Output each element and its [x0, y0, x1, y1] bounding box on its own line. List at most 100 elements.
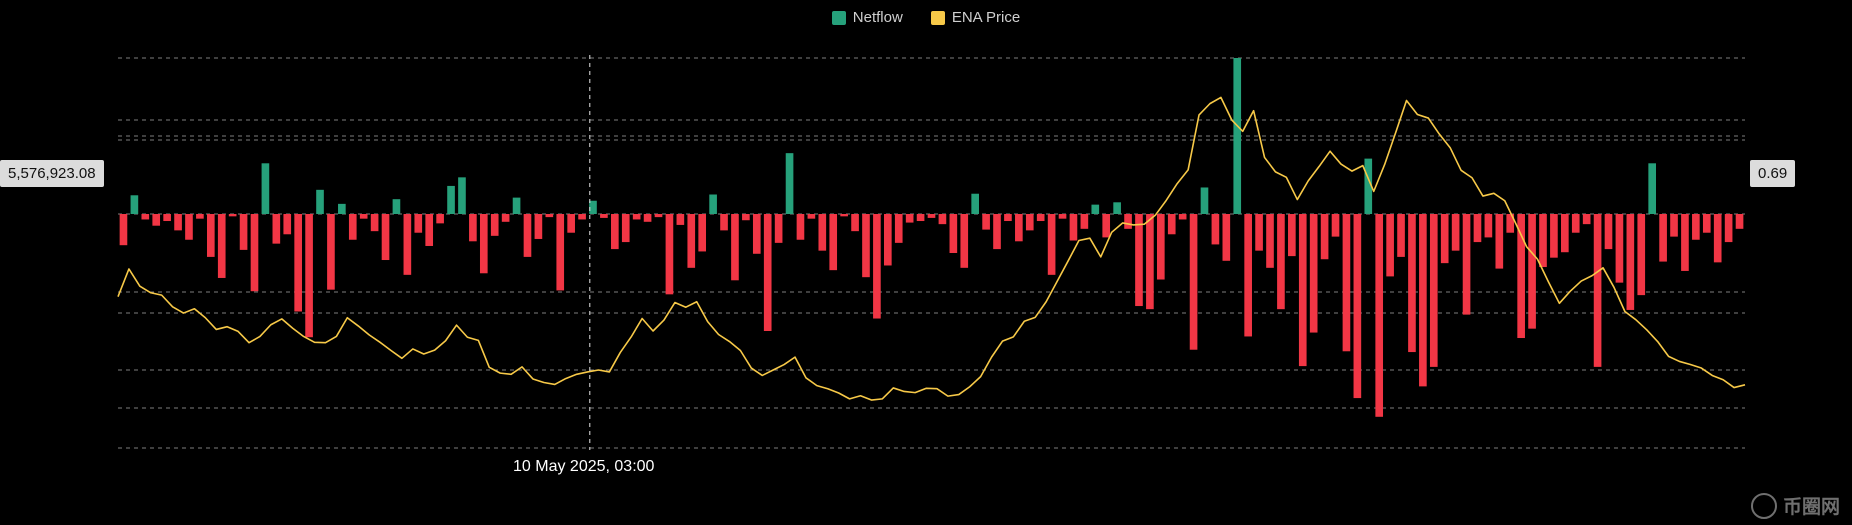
netflow-bar [1200, 187, 1209, 214]
netflow-bar [993, 214, 1001, 250]
price-line [117, 96, 1746, 401]
netflow-bar [206, 214, 215, 257]
netflow-bar [1189, 214, 1198, 350]
netflow-bar [589, 200, 597, 214]
netflow-bar [1331, 214, 1340, 237]
netflow-bar [1429, 214, 1438, 367]
netflow-bar [185, 214, 193, 240]
netflow-bar [458, 177, 466, 214]
netflow-bar [1124, 214, 1132, 229]
legend-label-netflow: Netflow [852, 9, 903, 26]
netflow-bar [884, 214, 892, 266]
netflow-bar [1692, 214, 1700, 240]
legend-label-price: ENA Price [951, 9, 1021, 26]
netflow-bar [1266, 214, 1274, 268]
netflow-bar [250, 214, 259, 292]
watermark-logo-icon [1750, 492, 1777, 519]
netflow-bar [338, 203, 346, 214]
netflow-bar [949, 214, 958, 253]
netflow-bar [447, 185, 455, 214]
netflow-bar [294, 214, 302, 312]
netflow-bar [643, 214, 652, 222]
netflow-bar [1255, 214, 1263, 251]
netflow-bar [1440, 214, 1449, 264]
netflow-bar [1462, 214, 1471, 315]
netflow-bar [272, 214, 281, 244]
netflow-bar [1681, 214, 1689, 271]
netflow-bar [469, 214, 477, 242]
netflow-bar [960, 214, 969, 268]
netflow-bar [436, 214, 444, 224]
netflow-bar [1015, 214, 1023, 242]
netflow-bar [512, 197, 521, 214]
netflow-bar [1156, 214, 1165, 280]
chart-legend: Netflow ENA Price [0, 9, 1852, 26]
netflow-bar [1320, 214, 1329, 260]
netflow-bar [1277, 214, 1285, 310]
watermark-text: 币圈网 [1782, 497, 1840, 518]
netflow-bar [545, 214, 554, 218]
watermark: 币圈网 [1750, 492, 1840, 519]
netflow-bar [1604, 214, 1613, 250]
netflow-bar [523, 214, 532, 257]
netflow-bar [971, 193, 979, 214]
netflow-bar [1408, 214, 1416, 353]
netflow-bar [239, 214, 248, 250]
netflow-bar [840, 214, 848, 217]
netflow-bar [632, 214, 641, 220]
crosshair-x-value: 10 May 2025, 03:00 [505, 456, 663, 478]
netflow-bar [916, 214, 925, 222]
netflow-bar [982, 214, 990, 230]
netflow-bar [305, 214, 313, 338]
netflow-bar [894, 214, 903, 243]
netflow-bar [1506, 214, 1515, 233]
netflow-bar [873, 214, 881, 319]
netflow-bars [119, 58, 1744, 417]
netflow-bar [698, 214, 707, 252]
netflow-bar [1626, 214, 1635, 310]
netflow-bar [283, 214, 292, 235]
netflow-bar [381, 214, 390, 261]
netflow-bar [1637, 214, 1646, 296]
netflow-bar [567, 214, 575, 233]
netflow-bar [403, 214, 412, 275]
crosshair-right-value: 0.69 [1750, 160, 1796, 187]
legend-item-netflow[interactable]: Netflow [831, 9, 903, 26]
netflow-bar [1025, 214, 1034, 231]
netflow-bar [676, 214, 685, 225]
netflow-bar [654, 214, 663, 218]
netflow-bar [1397, 214, 1405, 257]
netflow-bar [1528, 214, 1536, 329]
netflow-bar [261, 163, 270, 214]
netflow-bar [1309, 214, 1318, 333]
netflow-bar [228, 214, 237, 217]
netflow-bar [414, 214, 423, 233]
netflow-bar [829, 214, 838, 271]
netflow-bar [1539, 214, 1547, 268]
netflow-bar [217, 214, 226, 278]
netflow-bar [1353, 214, 1362, 399]
netflow-bar [796, 214, 805, 240]
netflow-bar [1244, 214, 1252, 337]
netflow-bar [1058, 214, 1067, 219]
netflow-bar [196, 214, 204, 219]
netflow-bar [556, 214, 565, 291]
netflow-bar [1648, 163, 1656, 214]
netflow-bar [479, 214, 488, 274]
netflow-bar [1375, 214, 1384, 417]
netflow-bar [130, 195, 139, 214]
netflow-bar [807, 214, 816, 219]
netflow-bar [359, 214, 368, 219]
netflow-bar [1135, 214, 1143, 307]
netflow-bar [1298, 214, 1307, 367]
netflow-bar [1342, 214, 1351, 352]
netflow-bar [1724, 214, 1733, 243]
netflow-bar [752, 214, 761, 254]
netflow-bar [119, 214, 128, 246]
netflow-bar [1473, 214, 1482, 243]
netflow-bar [1036, 214, 1045, 222]
price-line-path [117, 96, 1746, 401]
legend-item-price[interactable]: ENA Price [930, 9, 1021, 26]
netflow-bar [1659, 214, 1667, 262]
